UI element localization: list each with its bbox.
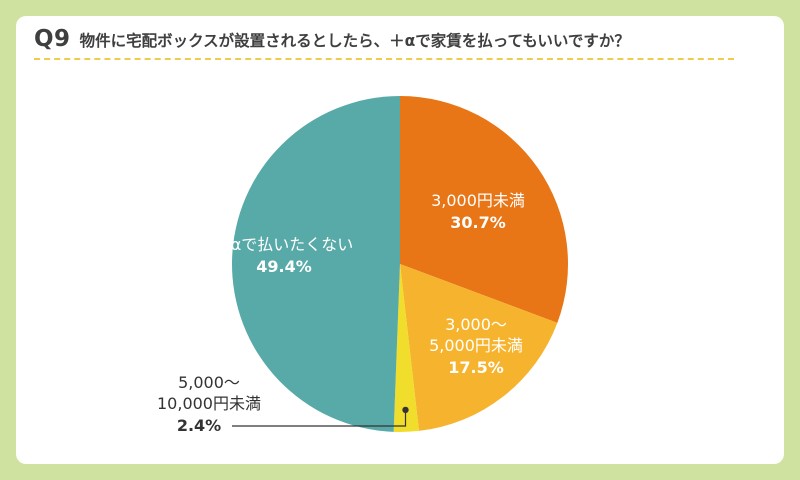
slice-percent-none: 49.4% xyxy=(256,257,312,276)
slice-percent-5000-10000: 2.4% xyxy=(177,416,221,435)
pie-slice-lt3000 xyxy=(400,96,569,323)
pie-slice-none xyxy=(231,96,400,432)
question-text: 物件に宅配ボックスが設置されるとしたら、＋αで家賃を払ってもいいですか？ xyxy=(79,32,630,50)
pie-slice-3000-5000 xyxy=(400,264,558,431)
question-title: Q9 物件に宅配ボックスが設置されるとしたら、＋αで家賃を払ってもいいですか？ xyxy=(34,26,630,52)
leader-dot xyxy=(402,406,409,414)
leader-line xyxy=(232,409,407,427)
slice-label-5000-10000: 5,000〜 xyxy=(178,373,240,392)
slice-label-3000-5000: 5,000円未満 xyxy=(429,336,523,355)
question-number: Q9 xyxy=(34,26,71,52)
slice-percent-lt3000: 30.7% xyxy=(450,213,506,232)
slice-label-3000-5000: 3,000〜 xyxy=(445,315,507,334)
slice-label-none: ＋αで払いたくない xyxy=(215,235,354,254)
slice-percent-3000-5000: 17.5% xyxy=(448,358,504,377)
title-divider xyxy=(34,58,734,60)
slice-label-lt3000: 3,000円未満 xyxy=(431,191,525,210)
slice-label-5000-10000: 10,000円未満 xyxy=(157,394,261,413)
pie-slice-5000-10000 xyxy=(393,264,419,432)
